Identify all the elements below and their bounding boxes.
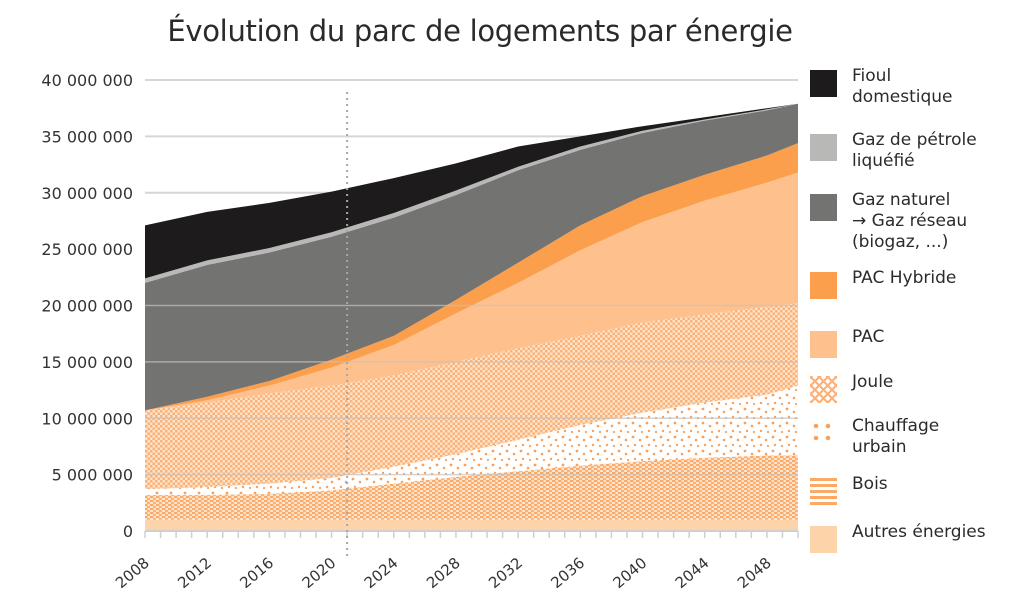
area-gaz-naturel-gaz-reseau-biogaz	[145, 103, 798, 411]
legend-swatch	[810, 331, 837, 358]
x-tick-label: 2040	[610, 554, 651, 592]
y-tick-label: 40 000 000	[41, 71, 133, 90]
x-tick-label: 2044	[672, 554, 713, 592]
legend-label: Gaz naturel → Gaz réseau (biogaz, ...)	[852, 190, 968, 252]
area-chauffage-urbain	[145, 385, 798, 495]
x-tick-label: 2020	[299, 554, 340, 592]
y-tick-label: 35 000 000	[41, 127, 133, 146]
y-tick-label: 20 000 000	[41, 297, 133, 316]
legend-item-bois: Bois	[810, 474, 888, 505]
legend-label: Autres énergies	[852, 522, 986, 542]
y-tick-label: 30 000 000	[41, 184, 133, 203]
area-bois	[145, 455, 798, 520]
legend-swatch	[810, 526, 837, 553]
legend-swatch	[810, 420, 837, 447]
y-tick-label: 5 000 000	[52, 466, 133, 485]
area-autres-energies	[145, 519, 798, 531]
x-tick-label: 2048	[734, 554, 775, 592]
y-axis: 0 5 000 000 10 000 000 15 000 000 20 000 000…	[41, 71, 133, 541]
y-tick-label: 15 000 000	[41, 353, 133, 372]
legend-item-joule: Joule	[810, 372, 893, 403]
x-tick-label: 2036	[547, 554, 588, 592]
legend-item-pac: PAC	[810, 327, 884, 358]
legend-swatch	[810, 376, 837, 403]
y-tick-label: 0	[123, 522, 133, 541]
x-tick-label: 2032	[485, 554, 526, 592]
overlay-gridlines	[145, 304, 798, 476]
legend-swatch	[810, 134, 837, 161]
legend-swatch	[810, 194, 837, 221]
legend-item-autres-energies: Autres énergies	[810, 522, 986, 553]
legend-swatch	[810, 70, 837, 97]
chart-area: 0 5 000 000 10 000 000 15 000 000 20 000 000…	[41, 71, 799, 592]
legend-item-gaz-de-petrole: Gaz de pétrole liquéfié	[810, 130, 977, 172]
area-fioul-domestique	[145, 103, 798, 279]
legend-label: Joule	[852, 372, 894, 392]
legend-label: Bois	[852, 474, 888, 494]
legend-item-chauffage: Chauffage urbain	[810, 416, 939, 458]
area-pac	[145, 172, 798, 411]
x-tick-label: 2024	[361, 554, 402, 592]
legend-label: Gaz de pétrole liquéfié	[852, 130, 977, 171]
legend-label: Fioul domestique	[852, 66, 953, 107]
x-axis: 2008 2012 2016 2020 2024 2028 2032 2036 2040 2044…	[112, 530, 799, 592]
legend-label: PAC Hybride	[852, 268, 957, 288]
x-tick-label: 2028	[423, 554, 464, 592]
y-tick-label: 25 000 000	[41, 240, 133, 259]
legend-item-fioul: Fioul domestique	[810, 66, 952, 108]
x-tick-label: 2008	[112, 554, 153, 592]
area-pac-hybride	[145, 143, 798, 411]
area-joule	[145, 303, 798, 490]
legend-label: Chauffage urbain	[852, 416, 940, 457]
legend-swatch	[810, 478, 837, 505]
legend-item-gaz-naturel: Gaz naturel → Gaz réseau (biogaz, ...)	[810, 190, 967, 253]
y-tick-label: 10 000 000	[41, 409, 133, 428]
legend-item-pac-hybride: PAC Hybride	[810, 268, 956, 299]
legend-swatch	[810, 272, 837, 299]
legend-label: PAC	[852, 327, 885, 347]
chart-title: Évolution du parc de logements par énerg…	[167, 14, 793, 48]
x-tick-label: 2016	[236, 554, 277, 592]
x-tick-label: 2012	[174, 554, 215, 592]
area-series	[145, 103, 798, 531]
